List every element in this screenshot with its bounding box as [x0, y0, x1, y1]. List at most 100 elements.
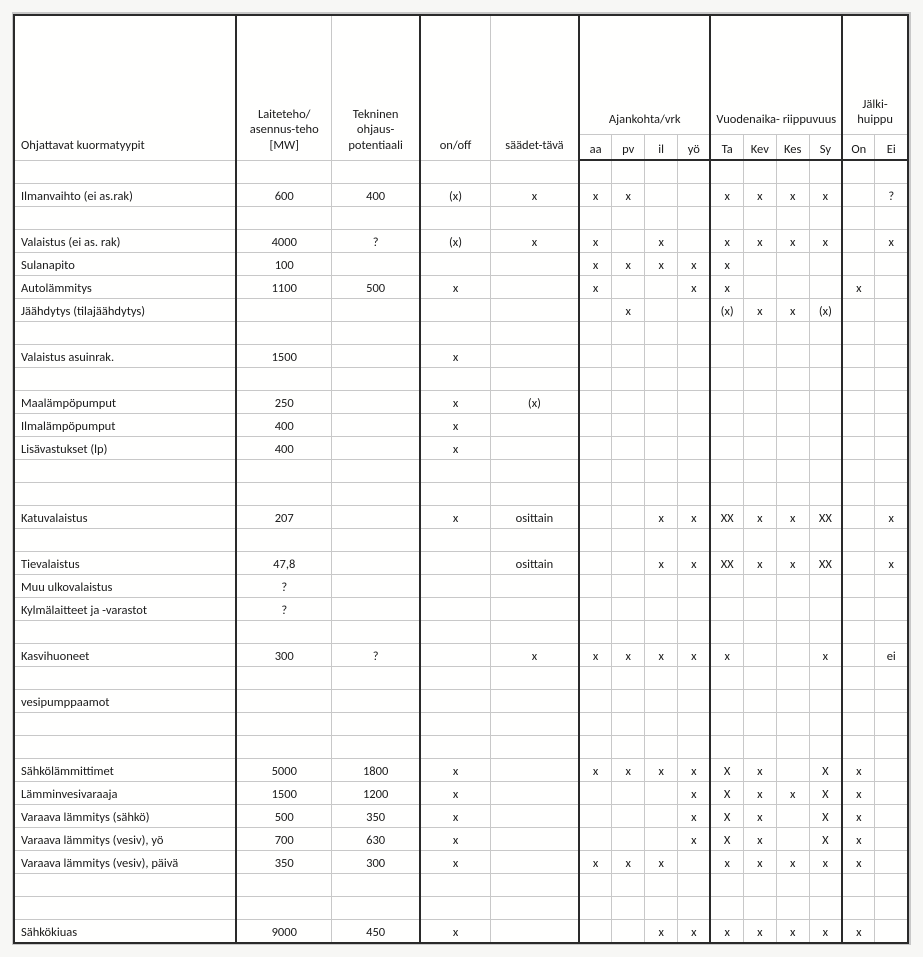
cell	[645, 368, 678, 391]
cell	[490, 483, 578, 506]
load-types-table-container: Ohjattavat kuormatyypit Laiteteho/ asenn…	[12, 12, 911, 945]
cell	[809, 621, 842, 644]
cell	[875, 874, 908, 897]
header-onoff: on/off	[420, 15, 490, 160]
cell	[842, 299, 875, 322]
cell	[490, 897, 578, 920]
cell	[612, 690, 645, 713]
cell: x	[678, 782, 711, 805]
cell	[710, 483, 743, 506]
cell	[332, 207, 420, 230]
cell: x	[678, 759, 711, 782]
cell	[776, 160, 809, 184]
cell: x	[842, 805, 875, 828]
cell	[678, 207, 711, 230]
cell	[645, 207, 678, 230]
cell: x	[645, 230, 678, 253]
cell	[612, 483, 645, 506]
cell	[776, 391, 809, 414]
cell	[645, 874, 678, 897]
cell: 400	[332, 184, 420, 207]
cell	[420, 207, 490, 230]
cell: Maalämpöpumput	[14, 391, 236, 414]
table-row: Tievalaistus47,8osittainxxXXxxXXx	[14, 552, 908, 575]
cell: x	[678, 828, 711, 851]
cell	[420, 322, 490, 345]
cell	[490, 805, 578, 828]
cell: x	[420, 828, 490, 851]
cell	[14, 483, 236, 506]
cell	[842, 160, 875, 184]
cell	[612, 276, 645, 299]
cell	[875, 621, 908, 644]
cell	[678, 184, 711, 207]
cell	[678, 851, 711, 874]
cell: (x)	[420, 184, 490, 207]
cell: ?	[236, 575, 331, 598]
cell	[490, 667, 578, 690]
cell	[612, 230, 645, 253]
cell: x	[420, 920, 490, 944]
cell	[236, 667, 331, 690]
cell	[842, 184, 875, 207]
cell	[678, 414, 711, 437]
cell	[710, 460, 743, 483]
cell	[809, 276, 842, 299]
cell	[420, 897, 490, 920]
cell	[776, 345, 809, 368]
cell: x	[743, 851, 776, 874]
cell	[710, 437, 743, 460]
table-row: Maalämpöpumput250x(x)	[14, 391, 908, 414]
cell: x	[612, 644, 645, 667]
cell	[809, 368, 842, 391]
table-row: Valaistus asuinrak.1500x	[14, 345, 908, 368]
cell	[579, 897, 612, 920]
cell: x	[420, 276, 490, 299]
cell	[490, 437, 578, 460]
cell	[332, 897, 420, 920]
cell: 100	[236, 253, 331, 276]
cell	[710, 736, 743, 759]
cell	[743, 874, 776, 897]
table-row	[14, 483, 908, 506]
cell	[710, 897, 743, 920]
cell	[579, 160, 612, 184]
cell: XX	[809, 506, 842, 529]
cell	[612, 460, 645, 483]
cell	[14, 621, 236, 644]
cell: x	[842, 920, 875, 944]
table-row: Sulanapito100xxxxx	[14, 253, 908, 276]
cell: Varaava lämmitys (sähkö)	[14, 805, 236, 828]
cell	[579, 598, 612, 621]
cell: X	[710, 759, 743, 782]
cell	[743, 460, 776, 483]
cell: x	[875, 230, 908, 253]
cell	[612, 920, 645, 944]
cell	[332, 529, 420, 552]
cell	[236, 299, 331, 322]
cell: x	[875, 552, 908, 575]
cell: x	[809, 184, 842, 207]
table-row: Varaava lämmitys (vesiv), päivä350300xxx…	[14, 851, 908, 874]
cell: x	[579, 253, 612, 276]
cell	[710, 667, 743, 690]
cell	[875, 276, 908, 299]
cell: ?	[875, 184, 908, 207]
cell: x	[776, 230, 809, 253]
cell	[710, 575, 743, 598]
cell	[490, 529, 578, 552]
cell	[332, 345, 420, 368]
cell	[842, 690, 875, 713]
cell	[678, 391, 711, 414]
cell	[842, 322, 875, 345]
cell	[645, 414, 678, 437]
cell: x	[743, 920, 776, 944]
cell	[875, 460, 908, 483]
cell	[645, 667, 678, 690]
cell	[420, 160, 490, 184]
cell	[579, 299, 612, 322]
cell	[236, 713, 331, 736]
cell: x	[743, 299, 776, 322]
cell	[842, 253, 875, 276]
cell: Tievalaistus	[14, 552, 236, 575]
